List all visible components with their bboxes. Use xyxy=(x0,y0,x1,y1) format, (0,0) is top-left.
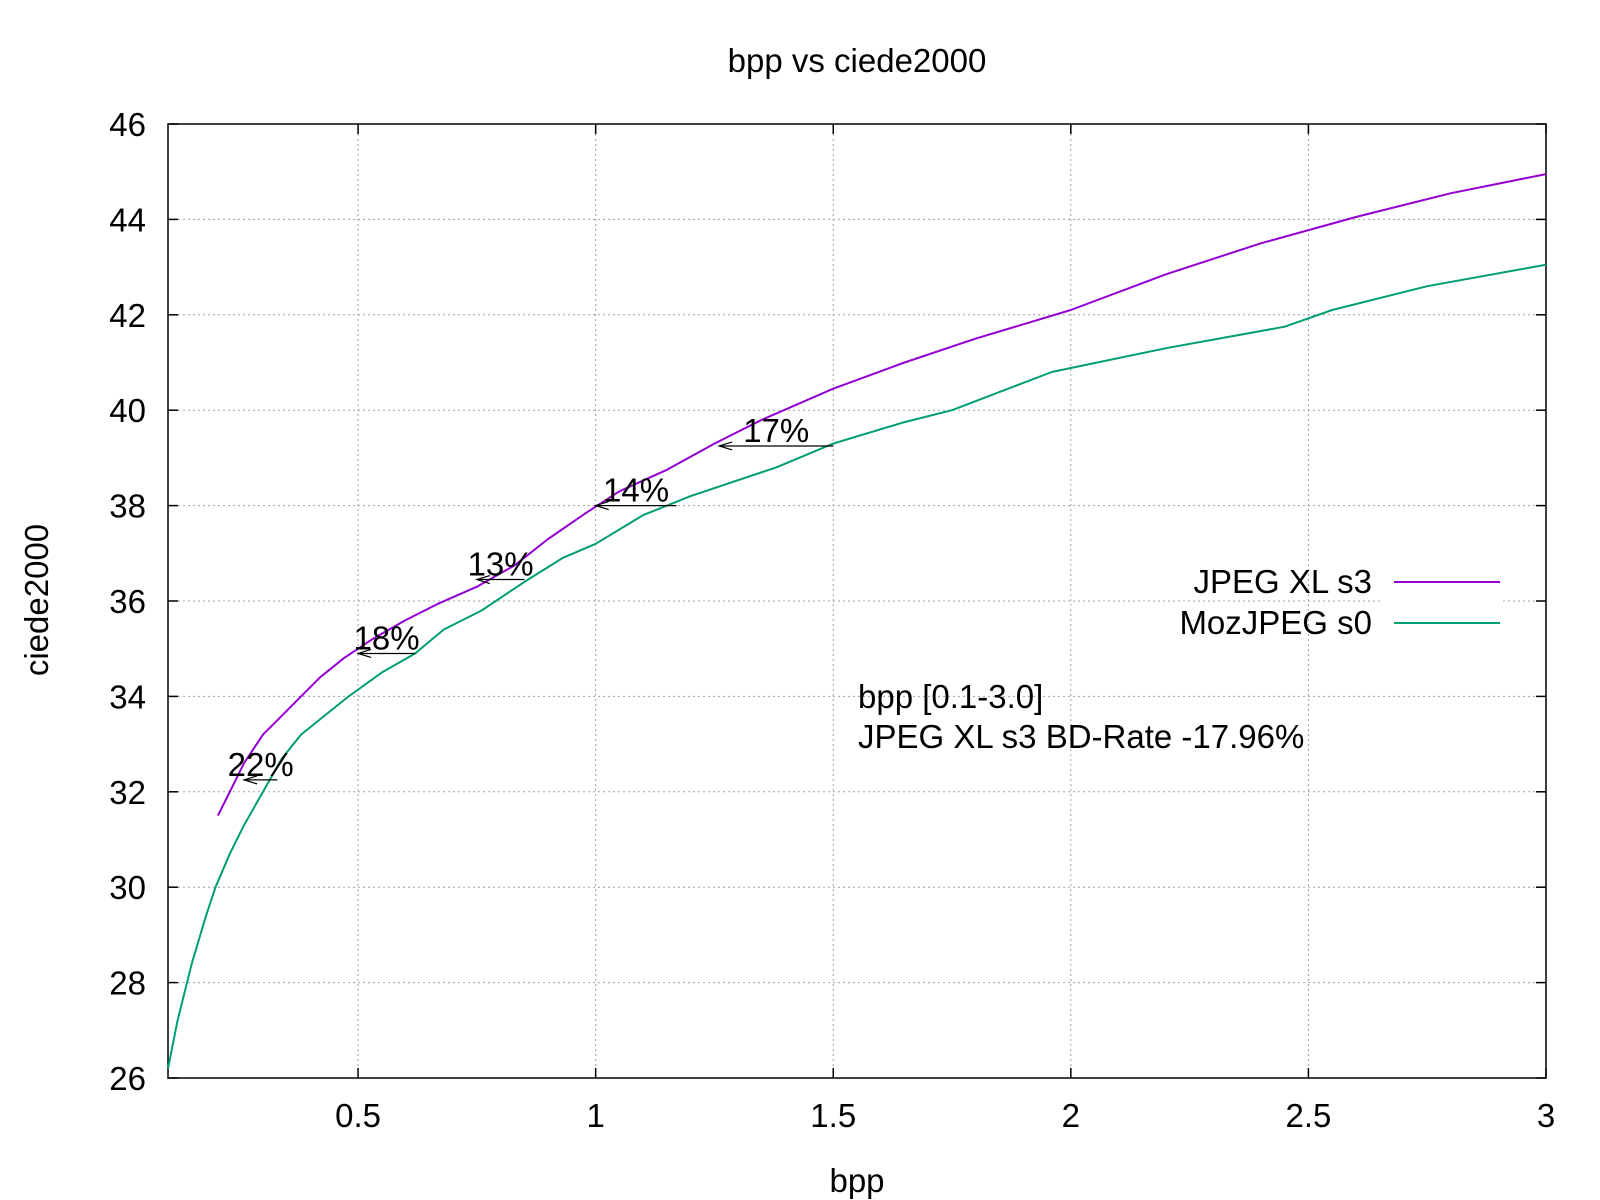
legend-label-mozjpeg: MozJPEG s0 xyxy=(1179,604,1372,641)
x-axis-label: bpp xyxy=(829,1162,884,1199)
x-tick-label: 1.5 xyxy=(810,1097,856,1134)
series-lines xyxy=(167,173,1547,1069)
y-tick-label: 36 xyxy=(109,583,146,620)
legend: JPEG XL s3 MozJPEG s0 xyxy=(1179,560,1500,641)
y-tick-label: 46 xyxy=(109,106,146,143)
x-tick-label: 0.5 xyxy=(335,1097,381,1134)
y-axis-label: ciede2000 xyxy=(18,524,55,676)
annotation-arrowhead xyxy=(717,441,733,451)
annotation-label: 14% xyxy=(603,472,669,509)
y-tick-label: 38 xyxy=(109,488,146,525)
y-tick-label: 34 xyxy=(109,678,146,715)
x-tick-label: 2.5 xyxy=(1285,1097,1331,1134)
y-tick-label: 26 xyxy=(109,1060,146,1097)
annotation-label: 22% xyxy=(228,746,294,783)
x-tick-label: 2 xyxy=(1062,1097,1080,1134)
y-tick-label: 44 xyxy=(109,201,146,238)
chart-title: bpp vs ciede2000 xyxy=(728,42,987,79)
series-line-1 xyxy=(167,263,1547,1069)
legend-label-jpegxl: JPEG XL s3 xyxy=(1193,563,1372,600)
annotation-label: 17% xyxy=(743,412,809,449)
annotation-arrowhead xyxy=(356,648,372,659)
note-bpp-range: bpp [0.1-3.0] xyxy=(858,678,1043,715)
annotation-arrowhead xyxy=(474,574,491,585)
annotation-label: 13% xyxy=(468,546,534,583)
annotation-label: 18% xyxy=(354,619,420,656)
x-tick-label: 3 xyxy=(1537,1097,1555,1134)
axis-ticks: 0.5 1 1.5 2 2.5 3 26 28 30 32 34 36 38 40 42 44 46 xyxy=(109,106,1555,1134)
series-line-0 xyxy=(217,173,1547,817)
grid-lines xyxy=(168,124,1546,1078)
note-bd-rate: JPEG XL s3 BD-Rate -17.96% xyxy=(858,718,1304,755)
y-tick-label: 28 xyxy=(109,965,146,1002)
annotation-arrowhead xyxy=(241,775,258,785)
annotations: 22% 18% 13% 14% 17% xyxy=(228,412,834,785)
y-tick-label: 32 xyxy=(109,774,146,811)
y-tick-label: 30 xyxy=(109,869,146,906)
x-tick-label: 1 xyxy=(586,1097,604,1134)
y-tick-label: 42 xyxy=(109,297,146,334)
y-tick-label: 40 xyxy=(109,392,146,429)
annotation-arrowhead xyxy=(593,501,609,511)
